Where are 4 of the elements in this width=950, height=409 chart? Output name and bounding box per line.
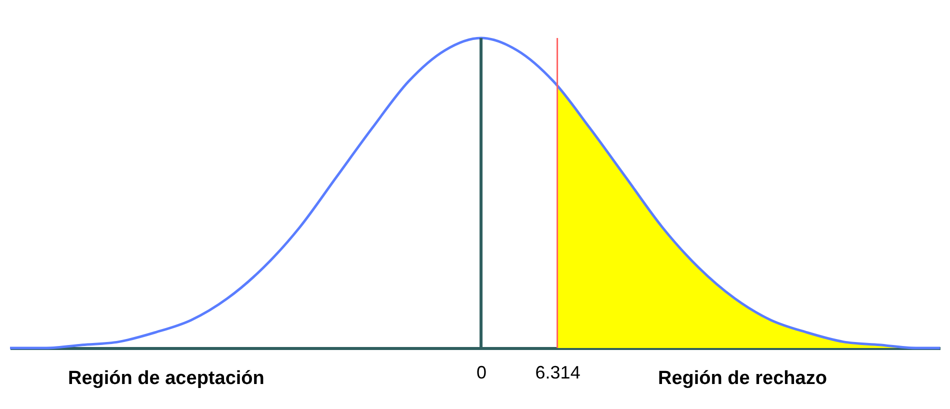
- text: Región de rechazo: [658, 368, 827, 390]
- text: Región de aceptación: [68, 368, 264, 390]
- x-tick-label: 6.314: [535, 362, 580, 382]
- x-tick-label: 0: [476, 362, 487, 382]
